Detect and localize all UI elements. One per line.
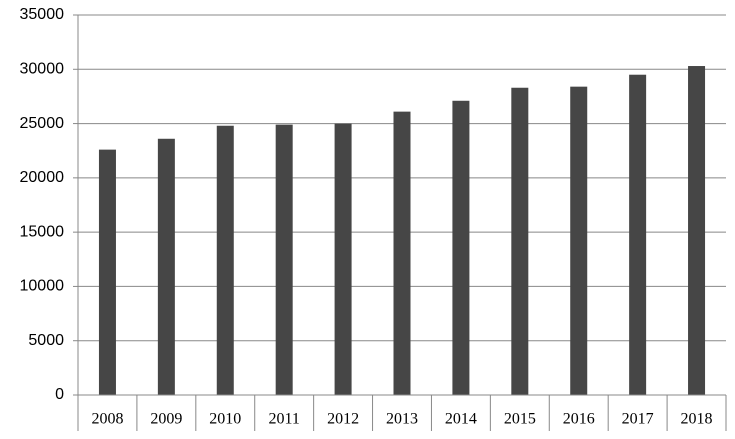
y-tick-label: 30000 <box>20 61 65 78</box>
x-tick-label: 2017 <box>622 411 654 428</box>
bar <box>511 87 529 395</box>
y-tick-label: 10000 <box>20 278 65 295</box>
y-tick-label: 20000 <box>20 169 65 186</box>
x-tick-label: 2018 <box>681 411 713 428</box>
bar <box>452 100 470 396</box>
y-tick-label: 5000 <box>28 332 64 349</box>
bar <box>157 138 175 395</box>
bar <box>334 123 352 396</box>
x-tick-label: 2012 <box>327 411 359 428</box>
bar <box>98 149 116 395</box>
x-tick-label: 2014 <box>445 411 477 428</box>
y-tick-label: 0 <box>55 386 64 403</box>
y-tick-label: 35000 <box>20 6 65 23</box>
x-tick-label: 2009 <box>150 411 182 428</box>
bar <box>688 66 706 396</box>
bar <box>216 125 234 395</box>
y-tick-label: 25000 <box>20 115 65 132</box>
x-tick-label: 2010 <box>209 411 241 428</box>
bar <box>570 86 588 396</box>
y-tick-label: 15000 <box>20 223 65 240</box>
x-tick-label: 2008 <box>91 411 123 428</box>
x-tick-label: 2013 <box>386 411 418 428</box>
bar <box>393 111 411 395</box>
bar <box>629 74 647 395</box>
x-tick-label: 2015 <box>504 411 536 428</box>
bar <box>275 124 293 396</box>
x-tick-label: 2016 <box>563 411 595 428</box>
x-tick-label: 2011 <box>268 411 299 428</box>
